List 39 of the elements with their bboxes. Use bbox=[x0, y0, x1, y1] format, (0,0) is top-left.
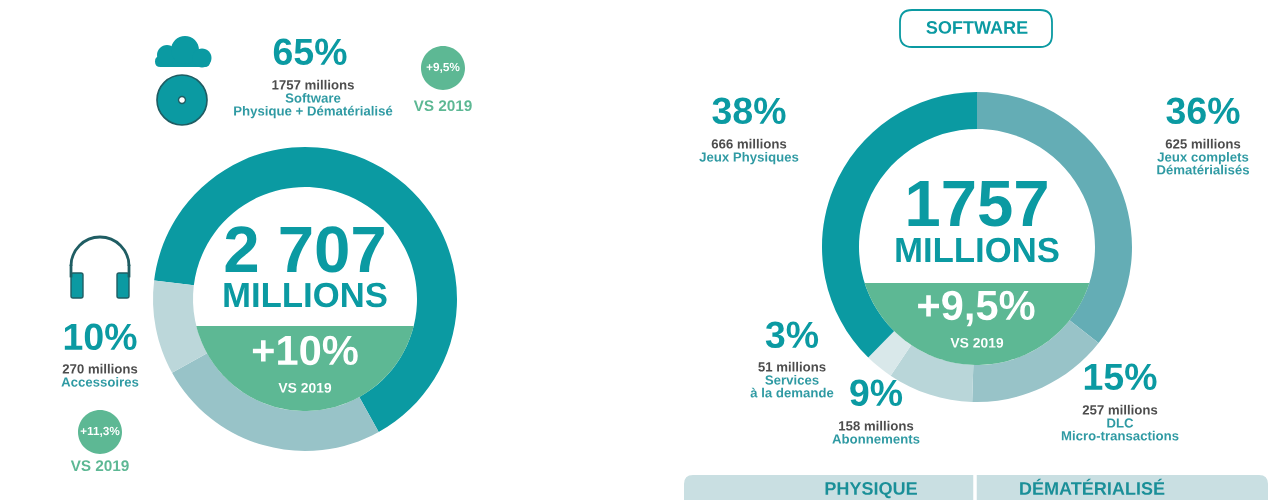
data-label: 65% bbox=[273, 38, 347, 66]
donut-slice bbox=[154, 147, 457, 432]
slice-label: Jeux complets Dématérialisés bbox=[1157, 152, 1250, 175]
slice-label: Services à la demande bbox=[750, 375, 834, 398]
text: VS 2019 bbox=[278, 382, 332, 393]
data-label: 3% bbox=[765, 321, 819, 349]
text: VS 2019 bbox=[413, 100, 472, 112]
slice-label: Jeux Physiques bbox=[699, 152, 799, 165]
text: MILLIONS bbox=[224, 282, 387, 308]
text: VS 2019 bbox=[70, 460, 129, 472]
data-label: 36% bbox=[1166, 97, 1240, 125]
text: 158 millions bbox=[839, 420, 914, 431]
text: 51 millions bbox=[758, 361, 826, 372]
donut-slice bbox=[153, 280, 208, 373]
text: +11,3% bbox=[80, 426, 120, 437]
donut-slice bbox=[868, 331, 912, 376]
chart-title: SOFTWARE bbox=[926, 21, 1028, 34]
data-label: 9% bbox=[850, 379, 903, 407]
text: 666 millions bbox=[711, 138, 787, 149]
text: 1757 bbox=[908, 180, 1047, 227]
text: +10% bbox=[252, 335, 358, 366]
text: MILLIONS bbox=[896, 237, 1059, 263]
text: VS 2019 bbox=[950, 337, 1004, 348]
data-label: 10% bbox=[64, 323, 137, 351]
text: 625 millions bbox=[1165, 138, 1241, 149]
data-label: 38% bbox=[712, 97, 786, 125]
text: 270 millions bbox=[62, 363, 138, 374]
slice-label: Accessoires bbox=[61, 377, 139, 387]
slice-label: Abonnements bbox=[832, 434, 920, 444]
text: DÉMATÉRIALISÉ bbox=[1020, 478, 1165, 495]
text: 1757 millions bbox=[272, 79, 354, 90]
slice-label: DLC Micro-transactions bbox=[1061, 418, 1179, 441]
text: +9,5% bbox=[918, 290, 1035, 327]
text: +9,5% bbox=[426, 62, 460, 73]
text: PHYSIQUE bbox=[825, 482, 917, 499]
text: 257 millions bbox=[1082, 404, 1158, 415]
text: 2 707 bbox=[225, 226, 384, 273]
slice-label: Software Physique + Dématérialisé bbox=[234, 93, 393, 119]
data-label: 15% bbox=[1084, 363, 1157, 391]
